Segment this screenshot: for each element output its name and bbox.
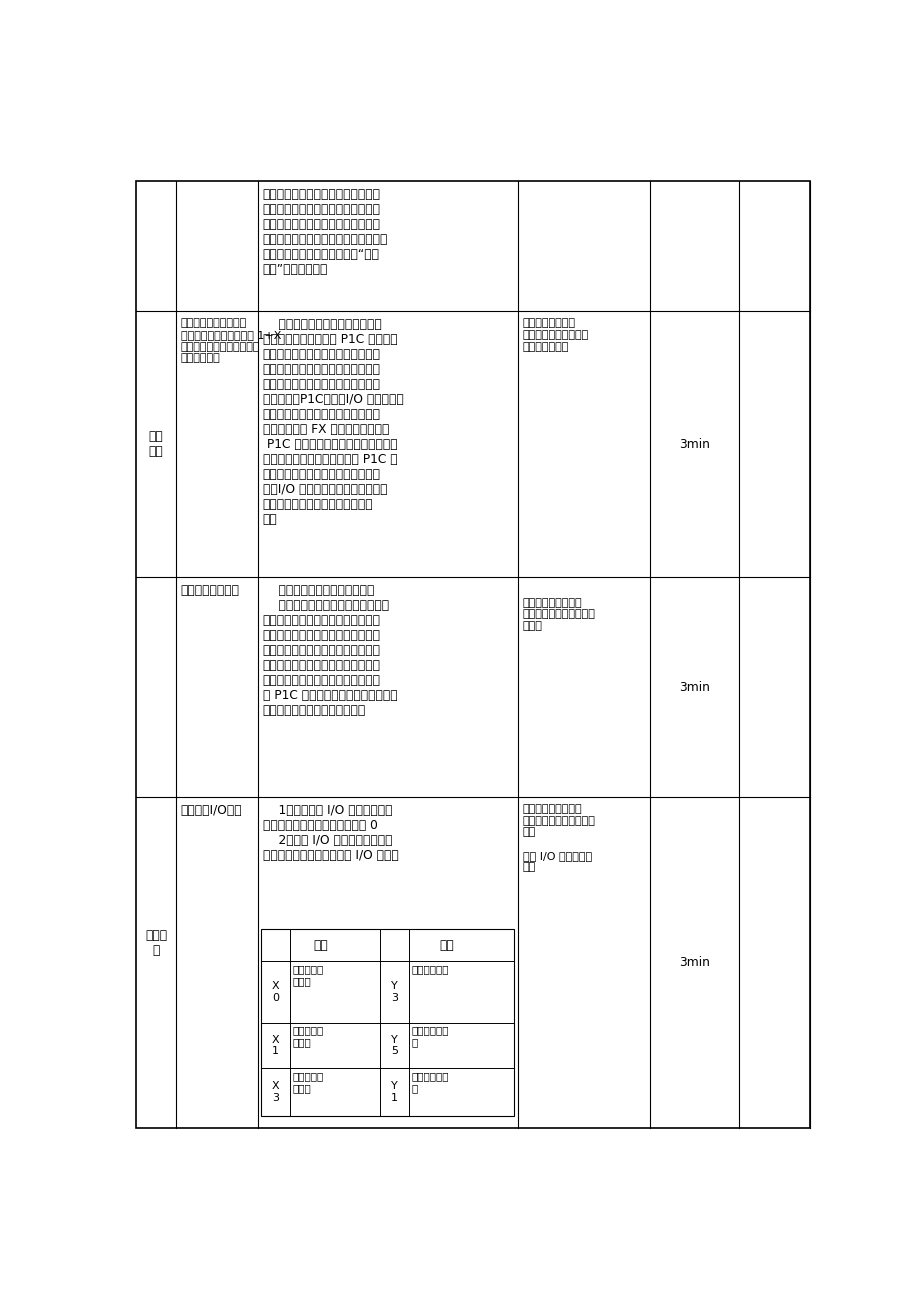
Text: 在仿真软件中找到所
有输入输出点，并进行试
验。

完成 I/O 分配表的绘
制。: 在仿真软件中找到所 有输入输出点，并进行试 验。 完成 I/O 分配表的绘 制。 <box>522 804 596 872</box>
Text: 1．检查所有 I/O 点：引导学生
找到仿真任务中所有输入输出点 0
    2．进行 I/O 分配：根据任务要
求选取输入输出点，并完成 I/O 分配。: 1．检查所有 I/O 点：引导学生 找到仿真任务中所有输入输出点 0 2．进行 … <box>262 804 398 863</box>
Text: X
3: X 3 <box>272 1081 279 1103</box>
Text: Y
5: Y 5 <box>391 1034 398 1056</box>
Text: 任务
介绍: 任务 介绍 <box>149 431 164 458</box>
Text: 驱动皮带输出: 驱动皮带输出 <box>411 964 448 974</box>
Text: 认真思考老师的问
题，积极课堂互动；听
讲，做好笔记。: 认真思考老师的问 题，积极课堂互动；听 讲，做好笔记。 <box>522 319 588 351</box>
Text: 下位置货物
传感器: 下位置货物 传感器 <box>292 1071 323 1093</box>
Text: 通过仿真动画展示运行效果：
    本任务中，机械手将抓取大、中、
小三种不同的货物，并使用传送带将
货物传送到右侧的货物框里；我们需
要借助传感器检测出通过传: 通过仿真动画展示运行效果： 本任务中，机械手将抓取大、中、 小三种不同的货物，并… <box>262 584 397 717</box>
Text: 3min: 3min <box>678 437 709 450</box>
Text: 中位置货物
传感器: 中位置货物 传感器 <box>292 1025 323 1047</box>
Text: X
1: X 1 <box>272 1034 279 1056</box>
Text: 上位置货物
传感器: 上位置货物 传感器 <box>292 964 323 986</box>
Text: 新课讲
解: 新课讲 解 <box>145 929 167 956</box>
Text: 驱动机械手输
出: 驱动机械手输 出 <box>411 1025 448 1047</box>
Bar <box>261 929 514 1116</box>
Text: 3min: 3min <box>678 680 709 693</box>
Text: 大型货物指示
灯: 大型货物指示 灯 <box>411 1071 448 1093</box>
Text: 第二步：I/O分配: 第二步：I/O分配 <box>180 804 242 817</box>
Text: 3min: 3min <box>678 956 709 969</box>
Text: 输入: 输入 <box>313 939 328 952</box>
Text: 第一步：任务分析: 第一步：任务分析 <box>180 584 239 597</box>
Text: X
0: X 0 <box>272 981 279 1003</box>
Text: 通过仿真动画对任务
过程进行初步了解，做好
笔记。: 通过仿真动画对任务 过程进行初步了解，做好 笔记。 <box>522 598 596 631</box>
Text: 自动识别技术可以对每个物品进行标
识和识别，并可以将数据实时更新，
是构造全球物品信息实时共享的重要
组成部分，是物联网的基石。通俓讲，
自动识别技术就是能够让: 自动识别技术可以对每个物品进行标 识和识别，并可以将数据实时更新， 是构造全球物… <box>262 189 388 276</box>
Bar <box>261 929 514 1116</box>
Text: 由实际设备运行情况引
出仿真编程任务，并结合 1+X
证书相关要求进行完成任务
的步骤分析。: 由实际设备运行情况引 出仿真编程任务，并结合 1+X 证书相关要求进行完成任务 … <box>180 319 280 363</box>
Text: 根据《可编程控制器系统应用编
程职业技能等级要求》 P1C 系统应用
主要分为系统设计、系统连接、系统
配置、系统编程、系统调试五个工作
领域，按工作过程可分为: 根据《可编程控制器系统应用编 程职业技能等级要求》 P1C 系统应用 主要分为系… <box>262 319 403 527</box>
Text: Y
3: Y 3 <box>391 981 398 1003</box>
Text: Y
1: Y 1 <box>391 1081 398 1103</box>
Text: 输出: 输出 <box>439 939 454 952</box>
